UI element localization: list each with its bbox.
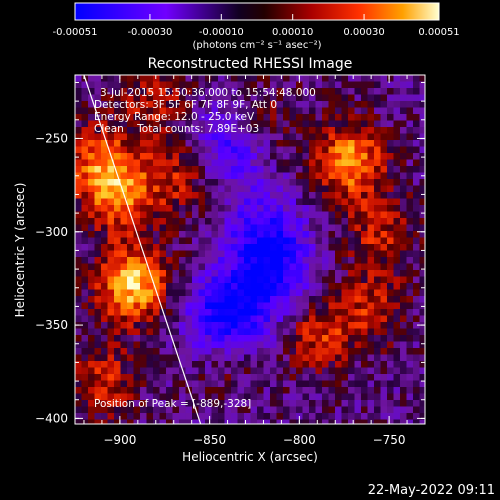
chart-title: Reconstructed RHESSI Image — [148, 56, 353, 72]
time-range-text: 3-Jul-2015 15:50:36.000 to 15:54:48.000 — [100, 87, 316, 99]
colorbar-tick-label: 0.00051 — [418, 27, 459, 38]
detectors-text: Detectors: 3F 5F 6F 7F 8F 9F, Att 0 — [94, 99, 277, 111]
plot-frame — [74, 74, 426, 425]
annotation-block: 3-Jul-2015 15:50:36.000 to 15:54:48.000 … — [94, 87, 316, 410]
solar-limb-line — [83, 75, 202, 424]
footer-date: 22-May-2022 09:11 — [368, 483, 495, 498]
y-tick-label: −400 — [35, 411, 68, 425]
colorbar-tick-label: 0.00010 — [272, 27, 313, 38]
peak-position-text: Position of Peak = [-889,-328] — [94, 398, 251, 410]
colorbar — [74, 2, 440, 21]
y-tick-label: −350 — [35, 318, 68, 332]
y-tick-label: −250 — [35, 131, 68, 145]
x-axis-label: Heliocentric X (arcsec) — [182, 450, 318, 464]
x-tick-label: −900 — [103, 433, 136, 447]
heatmap-image — [75, 75, 425, 424]
colorbar-tick-label: -0.00030 — [127, 27, 172, 38]
energy-range-text: Energy Range: 12.0 - 25.0 keV — [94, 111, 255, 123]
colorbar-tick-label: -0.00051 — [53, 27, 98, 38]
colorbar-tick-label: 0.00030 — [343, 27, 384, 38]
axis-ticks: −900 −850 −800 −750 −250 −300 −350 −400 — [35, 75, 426, 447]
colorbar-ticks: -0.00051 -0.00030 -0.00010 0.00010 0.00030 0.… — [53, 14, 460, 38]
x-tick-label: −800 — [283, 433, 316, 447]
y-axis-label: Heliocentric Y (arcsec) — [13, 183, 27, 318]
x-tick-label: −850 — [193, 433, 226, 447]
x-tick-label: −750 — [373, 433, 406, 447]
colorbar-tick-label: -0.00010 — [199, 27, 244, 38]
colorbar-unit-label: (photons cm⁻² s⁻¹ asec⁻²) — [192, 40, 321, 51]
method-counts-text: Clean Total counts: 7.89E+03 — [94, 123, 259, 135]
y-tick-label: −300 — [35, 225, 68, 239]
